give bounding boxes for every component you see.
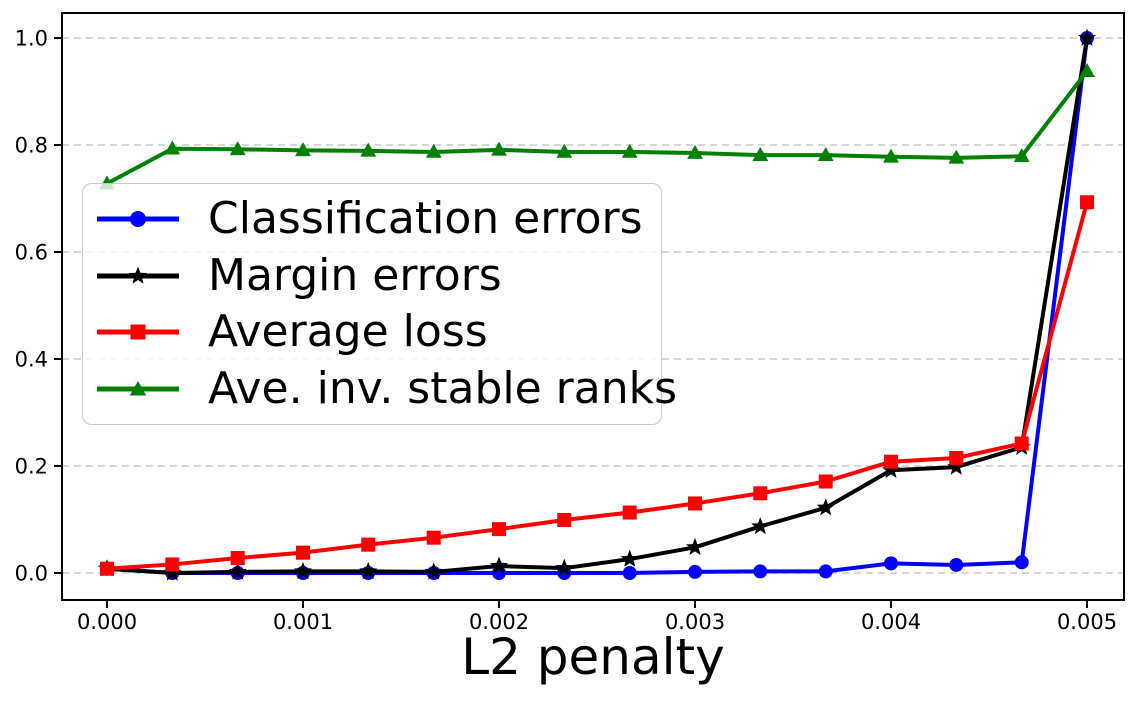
- legend-sample-ave-inv-stable-ranks: [97, 381, 179, 396]
- circle-marker-icon: [884, 556, 898, 571]
- legend-sample-margin-errors: [97, 266, 179, 284]
- x-axis-label: L2 penalty: [461, 628, 725, 686]
- legend-label-margin-errors: Margin errors: [208, 249, 502, 301]
- circle-marker-icon: [949, 557, 964, 572]
- series-ave-inv-stable-ranks: [99, 62, 1095, 190]
- star-marker-icon: [293, 561, 313, 580]
- triangle-marker-icon: [1013, 148, 1030, 163]
- square-marker-icon: [165, 557, 180, 572]
- y-tick-label-0.0: 0.0: [15, 562, 48, 586]
- square-marker-icon: [426, 530, 441, 545]
- triangle-marker-icon: [621, 143, 638, 158]
- circle-marker-icon: [688, 564, 702, 579]
- series-margin-errors: [97, 28, 1097, 581]
- series-line-ave-inv-stable-ranks: [105, 69, 1089, 186]
- triangle-marker-icon: [687, 144, 703, 159]
- legend-sample-average-loss: [97, 324, 179, 340]
- x-tick-label-0.004: 0.004: [861, 610, 921, 634]
- triangle-marker-icon: [1079, 62, 1095, 77]
- square-marker-icon: [1080, 195, 1094, 210]
- circle-marker-icon: [1014, 555, 1029, 570]
- star-marker-icon: [881, 460, 901, 478]
- square-marker-icon: [296, 545, 310, 560]
- x-tick-label-0.000: 0.000: [77, 610, 137, 634]
- legend-label-ave-inv-stable-ranks: Ave. inv. stable ranks: [208, 363, 678, 415]
- triangle-marker-icon: [491, 141, 507, 156]
- triangle-marker-icon: [817, 146, 834, 161]
- square-marker-icon: [818, 474, 833, 489]
- y-tick-label-1.0: 1.0: [15, 27, 48, 51]
- star-marker-icon: [816, 498, 835, 516]
- triangle-marker-icon: [948, 149, 965, 164]
- circle-marker-icon: [818, 564, 833, 579]
- legend: Classification errors Margin errors Aver…: [82, 183, 677, 425]
- square-marker-icon: [100, 561, 114, 576]
- legend-item-classification-errors: Classification errors: [94, 192, 661, 244]
- square-marker-icon: [361, 537, 376, 552]
- circle-marker-icon: [753, 564, 768, 579]
- square-marker-icon: [753, 486, 768, 501]
- square-marker-icon: [949, 450, 964, 465]
- star-marker-icon: [359, 561, 378, 580]
- legend-item-average-loss: Average loss: [94, 310, 661, 354]
- x-tick-label-0.003: 0.003: [665, 610, 725, 634]
- star-marker-icon: [163, 563, 182, 581]
- star-marker-icon: [228, 562, 247, 580]
- legend-label-classification-errors: Classification errors: [208, 192, 643, 244]
- x-tick-label-0.002: 0.002: [469, 610, 529, 634]
- triangle-marker-icon: [425, 143, 442, 158]
- legend-triangle-marker-icon: [129, 381, 147, 396]
- triangle-marker-icon: [556, 143, 573, 158]
- y-tick-label-0.8: 0.8: [15, 134, 48, 158]
- square-marker-icon: [688, 496, 702, 511]
- axes-spines: [61, 12, 1125, 601]
- series-average-loss: [100, 195, 1094, 576]
- legend-star-marker-icon: [128, 266, 148, 284]
- star-marker-icon: [555, 558, 574, 576]
- y-tick-label-0.2: 0.2: [15, 455, 48, 479]
- legend-item-ave-inv-stable-ranks: Ave. inv. stable ranks: [94, 367, 677, 411]
- triangle-marker-icon: [360, 142, 377, 157]
- star-marker-icon: [424, 562, 443, 580]
- circle-marker-icon: [622, 566, 637, 580]
- triangle-marker-icon: [883, 148, 899, 163]
- star-marker-icon: [751, 516, 770, 535]
- x-tick-label-0.005: 0.005: [1057, 610, 1117, 634]
- series-line-margin-errors: [105, 36, 1089, 575]
- square-marker-icon: [492, 522, 506, 537]
- legend-square-marker-icon: [130, 324, 146, 340]
- legend-circle-marker-icon: [130, 210, 146, 227]
- y-tick-label-0.6: 0.6: [15, 241, 48, 265]
- legend-item-margin-errors: Margin errors: [94, 249, 661, 301]
- triangle-marker-icon: [164, 140, 181, 155]
- square-marker-icon: [557, 513, 572, 528]
- triangle-marker-icon: [295, 142, 311, 157]
- star-marker-icon: [947, 457, 966, 475]
- series-line-average-loss: [105, 200, 1089, 571]
- x-tick-label-0.001: 0.001: [273, 610, 333, 634]
- star-marker-icon: [620, 549, 639, 567]
- legend-sample-classification-errors: [97, 210, 179, 227]
- square-marker-icon: [230, 551, 245, 566]
- y-tick-label-0.4: 0.4: [15, 348, 48, 372]
- star-marker-icon: [1077, 28, 1097, 46]
- square-marker-icon: [884, 454, 898, 469]
- legend-label-average-loss: Average loss: [208, 306, 488, 358]
- square-marker-icon: [1014, 436, 1029, 451]
- triangle-marker-icon: [752, 146, 769, 161]
- triangle-marker-icon: [229, 141, 246, 156]
- square-marker-icon: [622, 505, 637, 520]
- star-marker-icon: [685, 537, 705, 556]
- star-marker-icon: [489, 556, 509, 574]
